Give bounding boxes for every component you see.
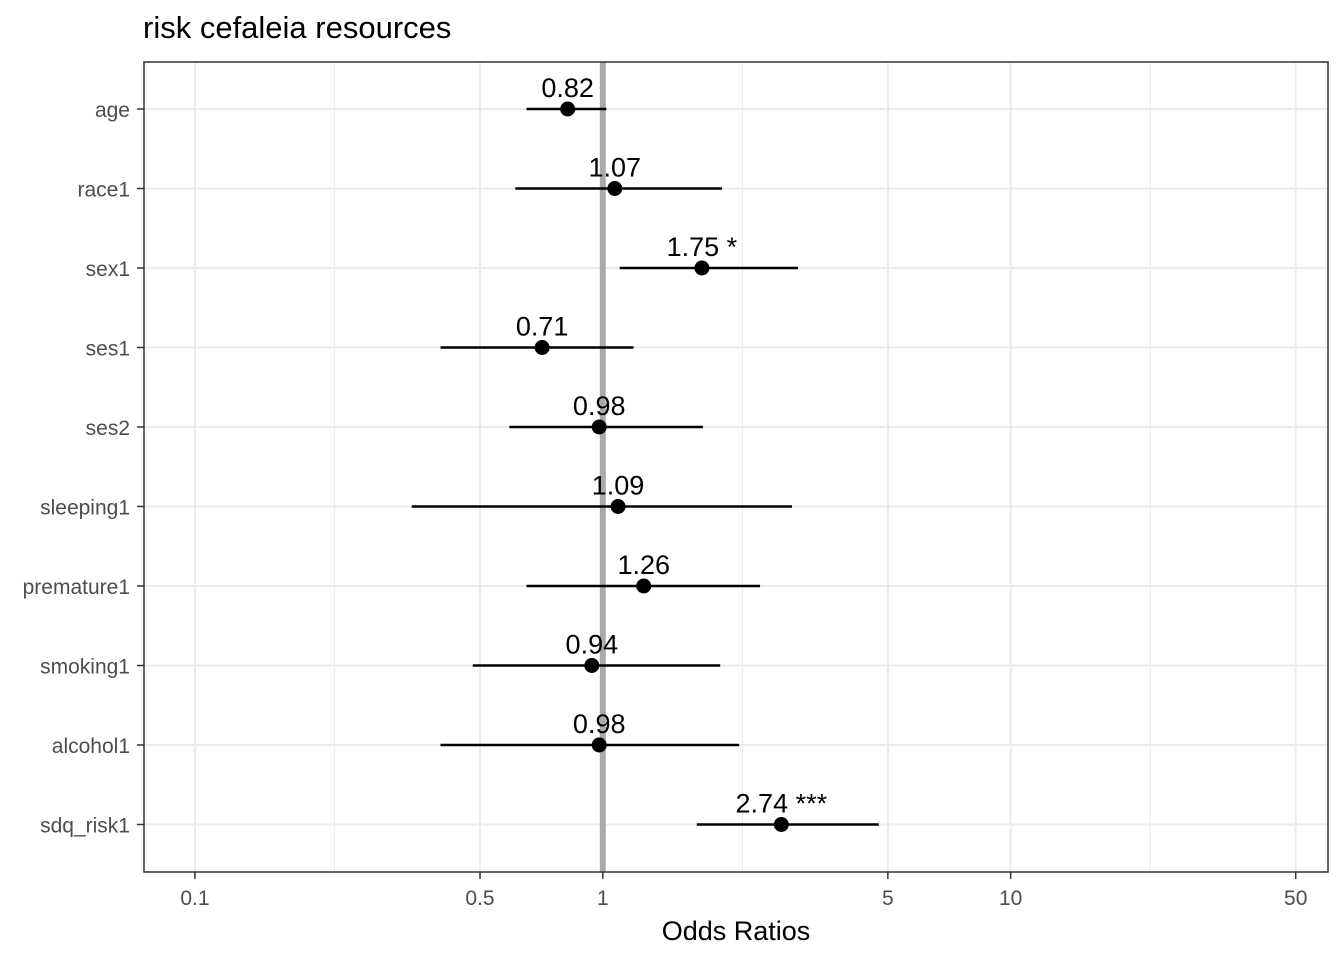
x-tick-label: 0.5 — [465, 887, 494, 910]
y-tick-label-alcohol1: alcohol1 — [52, 735, 130, 758]
x-tick-label: 50 — [1284, 887, 1307, 910]
point-sleeping1 — [610, 499, 626, 514]
y-tick-label-age: age — [95, 99, 130, 122]
estimate-label-sdq_risk1: 2.74 *** — [736, 789, 828, 819]
estimate-label-sex1: 1.75 * — [667, 232, 738, 262]
estimate-label-ses1: 0.71 — [516, 312, 569, 342]
plot-marks: 0.82 1.07 1.75 * 0.71 0.98 1.09 1.26 0.94 0.98 2.… — [411, 73, 879, 832]
y-tick-label-sex1: sex1 — [86, 258, 130, 281]
estimate-label-race1: 1.07 — [588, 153, 641, 183]
panel-border — [143, 61, 1329, 873]
y-tick-label-sleeping1: sleeping1 — [40, 497, 130, 520]
x-tick-label: 0.1 — [180, 887, 209, 910]
point-age — [560, 101, 576, 117]
x-tick-label: 1 — [597, 887, 609, 910]
y-tick-label-ses2: ses2 — [86, 417, 130, 440]
y-tick-label-ses1: ses1 — [86, 338, 130, 361]
y-tick-label-sdq_risk1: sdq_risk1 — [40, 815, 130, 838]
x-axis: 0.1 0.5 1 5 10 50 — [180, 872, 1307, 910]
point-sex1 — [694, 260, 710, 276]
estimate-label-alcohol1: 0.98 — [573, 709, 626, 739]
gridlines — [144, 62, 1328, 872]
point-alcohol1 — [591, 737, 607, 753]
x-tick-label: 5 — [882, 887, 894, 910]
estimate-label-age: 0.82 — [541, 73, 594, 103]
x-axis-label: Odds Ratios — [662, 916, 811, 946]
x-tick-label: 10 — [999, 887, 1022, 910]
estimate-label-sleeping1: 1.09 — [592, 471, 645, 501]
point-premature1 — [636, 578, 652, 594]
chart-title: risk cefaleia resources — [143, 10, 452, 45]
y-axis: age race1 sex1 ses1 ses2 sleeping1 premature1 s… — [23, 99, 144, 838]
estimate-label-smoking1: 0.94 — [566, 630, 619, 660]
estimate-label-ses2: 0.98 — [573, 391, 626, 421]
point-smoking1 — [584, 658, 600, 673]
point-sdq_risk1 — [773, 817, 789, 832]
point-ses1 — [534, 340, 550, 355]
y-tick-label-premature1: premature1 — [23, 576, 130, 599]
point-ses2 — [591, 419, 607, 435]
point-race1 — [607, 181, 623, 196]
estimate-label-premature1: 1.26 — [617, 550, 670, 580]
y-tick-label-race1: race1 — [77, 179, 130, 202]
y-tick-label-smoking1: smoking1 — [40, 656, 130, 679]
